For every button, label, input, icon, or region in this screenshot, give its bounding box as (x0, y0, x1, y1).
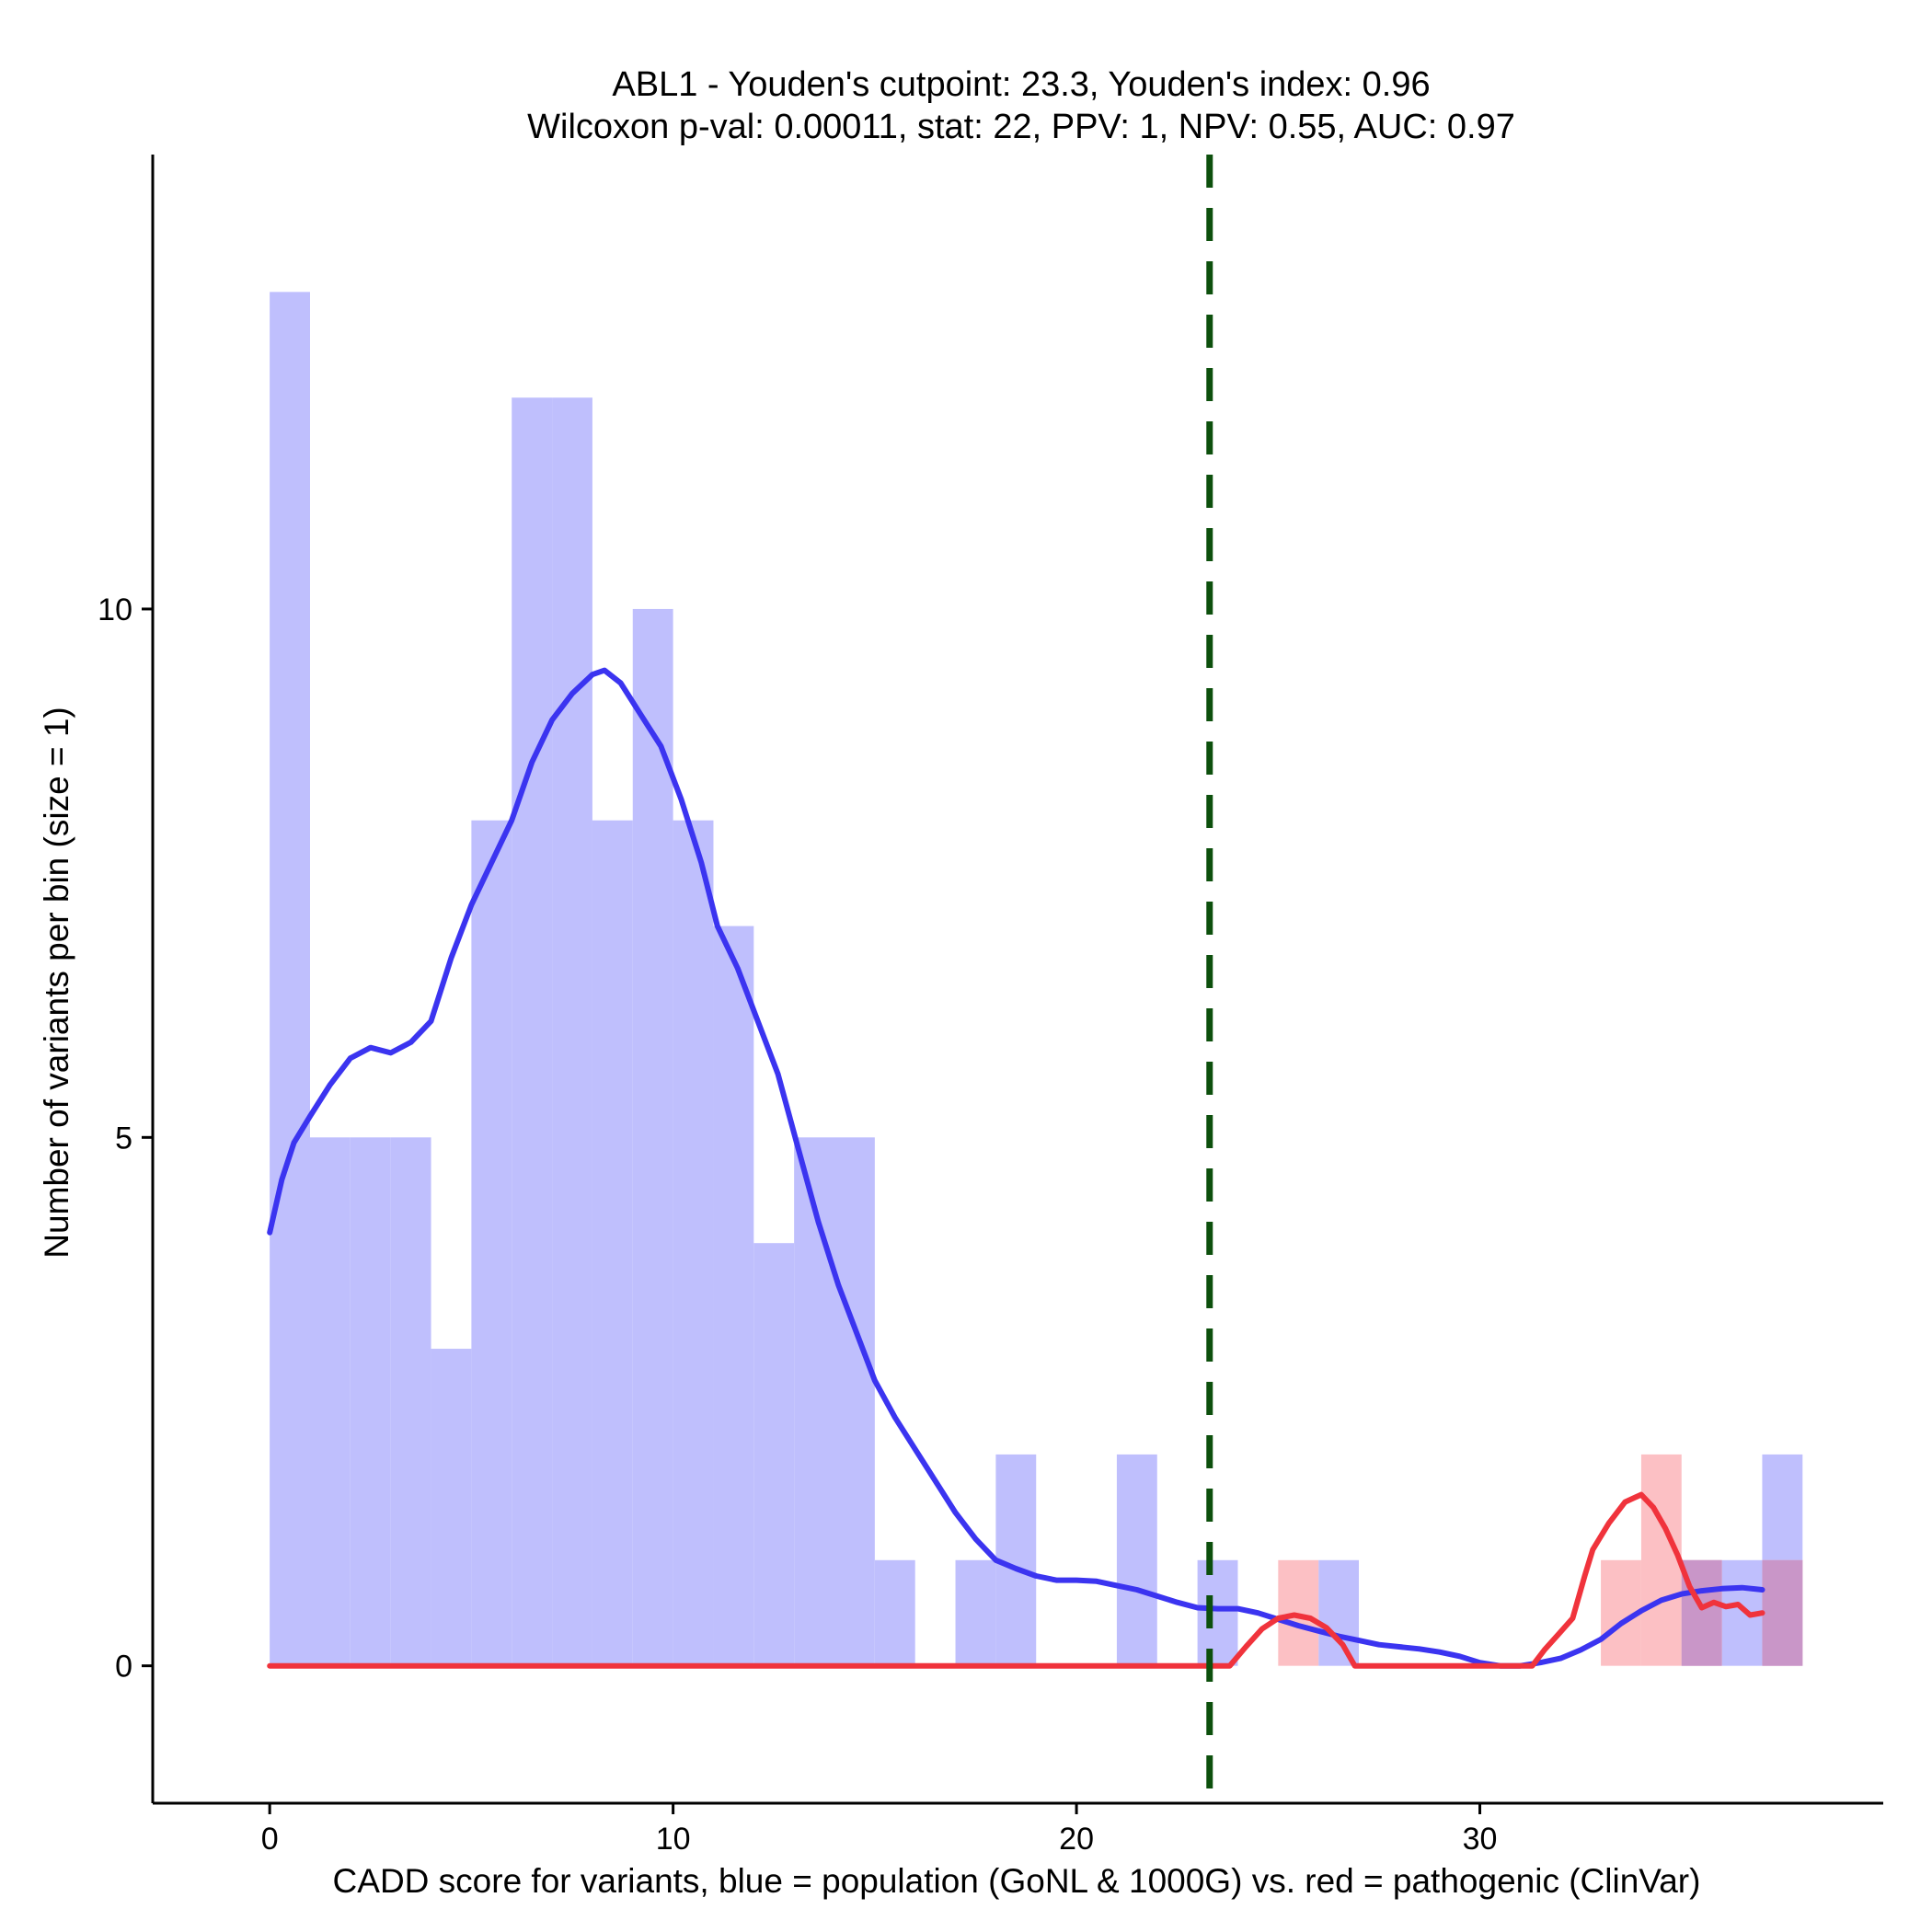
x-tick-label: 30 (1463, 1822, 1498, 1857)
x-axis-ticks: 0 10 20 30 (261, 1803, 1498, 1857)
population-bar (673, 820, 714, 1666)
y-tick-label: 5 (115, 1121, 132, 1156)
population-bar (471, 820, 512, 1666)
population-bar (390, 1137, 431, 1666)
population-bar (270, 292, 310, 1666)
population-bar (1197, 1559, 1238, 1666)
population-bars (270, 292, 1803, 1666)
population-bar (1116, 1454, 1157, 1666)
population-bar (955, 1559, 996, 1666)
population-bar (1318, 1559, 1359, 1666)
x-tick-label: 0 (261, 1822, 279, 1857)
y-axis-ticks: 0 5 10 (98, 592, 153, 1685)
x-tick-label: 10 (656, 1822, 691, 1857)
population-bar (834, 1137, 875, 1666)
population-bar (552, 397, 592, 1666)
y-axis-label: Number of variants per bin (size = 1) (38, 707, 75, 1258)
chart-title-line-1: ABL1 - Youden's cutpoint: 23.3, Youden's… (612, 65, 1430, 104)
population-bar (310, 1137, 351, 1666)
pathogenic-density-line (267, 1491, 1765, 1669)
plot-area (267, 155, 1803, 1803)
x-axis-label: CADD score for variants, blue = populati… (333, 1862, 1701, 1900)
population-bar (794, 1137, 834, 1666)
pathogenic-bar (1640, 1454, 1682, 1666)
x-tick-label: 20 (1059, 1822, 1094, 1857)
chart-title-line-2: Wilcoxon p-val: 0.00011, stat: 22, PPV: … (527, 108, 1515, 146)
population-bar (632, 608, 673, 1666)
overlap-bar (1762, 1559, 1803, 1666)
y-tick-label: 0 (115, 1650, 132, 1685)
population-bar (874, 1559, 915, 1666)
population-bar (713, 926, 754, 1666)
population-bar (753, 1243, 795, 1666)
y-tick-label: 10 (98, 592, 132, 627)
population-bar (592, 820, 633, 1666)
population-bar (431, 1349, 472, 1666)
pathogenic-bar (1278, 1559, 1319, 1666)
population-bar (512, 397, 553, 1666)
population-bar (350, 1137, 391, 1666)
